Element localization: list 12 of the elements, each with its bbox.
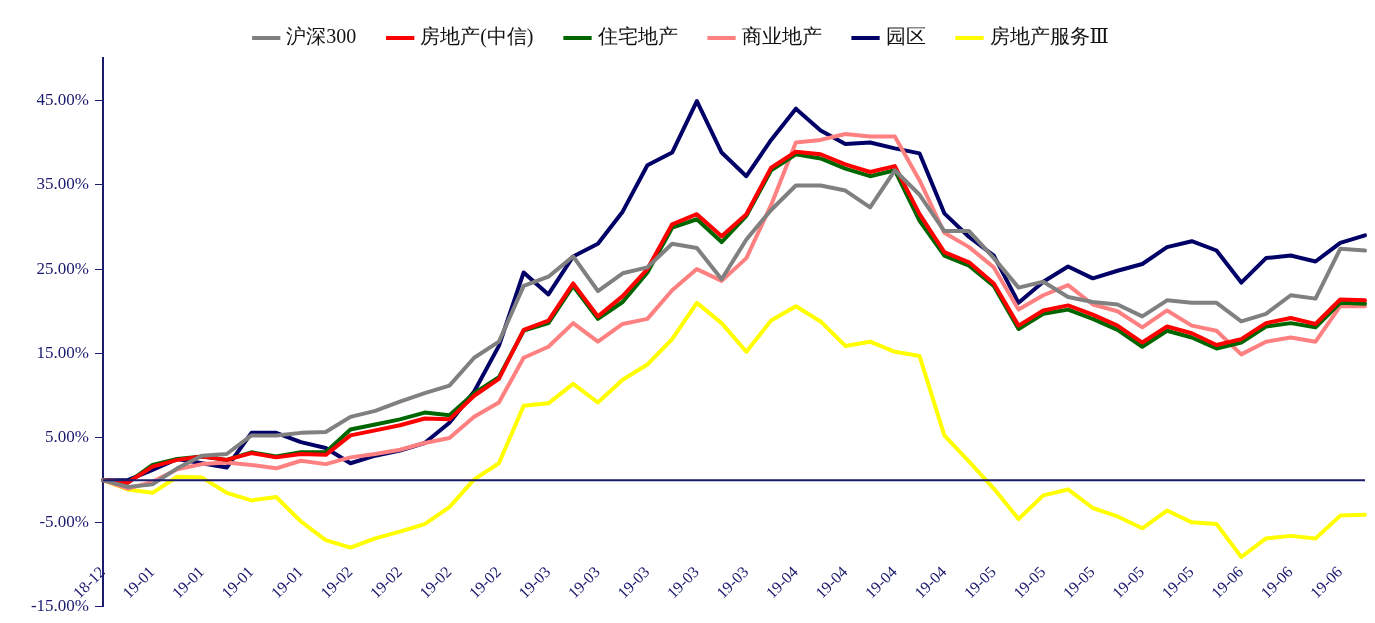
y-tick-label: 15.00% — [36, 342, 89, 362]
legend-label: 房地产服务Ⅲ — [989, 25, 1109, 48]
legend-label: 园区 — [885, 25, 926, 48]
y-tick-label: -5.00% — [39, 511, 89, 531]
y-tick-label: 35.00% — [36, 174, 89, 194]
y-tick-label: 45.00% — [36, 89, 89, 109]
legend-label: 沪深300 — [286, 25, 357, 48]
y-tick-label: 5.00% — [45, 427, 89, 447]
legend-label: 商业地产 — [741, 25, 822, 48]
y-tick-label: 25.00% — [36, 258, 89, 278]
legend-label: 房地产(中信) — [420, 25, 534, 49]
legend-label: 住宅地产 — [596, 25, 678, 48]
